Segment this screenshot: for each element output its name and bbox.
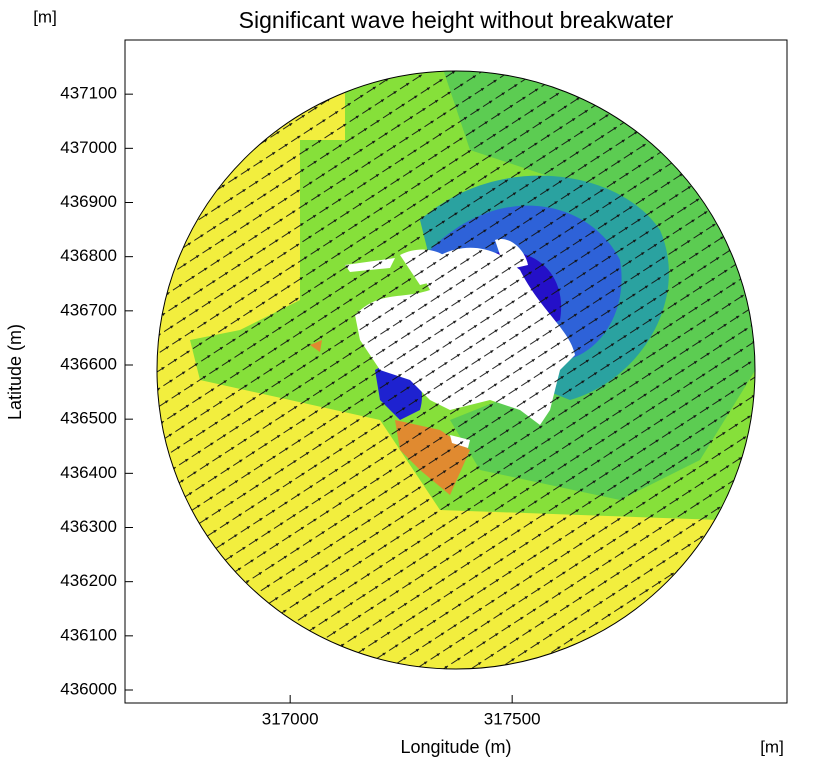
chart-title: Significant wave height without breakwat…: [239, 7, 674, 33]
y-tick-label: 437100: [60, 84, 117, 103]
y-axis-label: Latitude (m): [5, 324, 25, 420]
y-tick-label: 436800: [60, 246, 117, 265]
y-tick-label: 436300: [60, 517, 117, 536]
domain-outline: [156, 70, 756, 670]
y-tick-label: 436000: [60, 679, 117, 698]
y-tick-label: 436200: [60, 571, 117, 590]
y-unit: [m]: [33, 7, 57, 26]
y-tick-label: 437000: [60, 138, 117, 157]
y-tick-label: 436900: [60, 192, 117, 211]
y-tick-label: 436700: [60, 300, 117, 319]
wave-field: [157, 71, 755, 669]
x-axis-label: Longitude (m): [400, 737, 511, 757]
plot-frame: [124, 39, 788, 704]
x-tick-label: 317000: [262, 709, 319, 728]
x-unit: [m]: [760, 737, 784, 756]
y-tick-label: 436400: [60, 463, 117, 482]
y-tick-label: 436500: [60, 409, 117, 428]
y-tick-label: 436600: [60, 354, 117, 373]
y-tick-label: 436100: [60, 625, 117, 644]
x-tick-label: 317500: [484, 709, 541, 728]
